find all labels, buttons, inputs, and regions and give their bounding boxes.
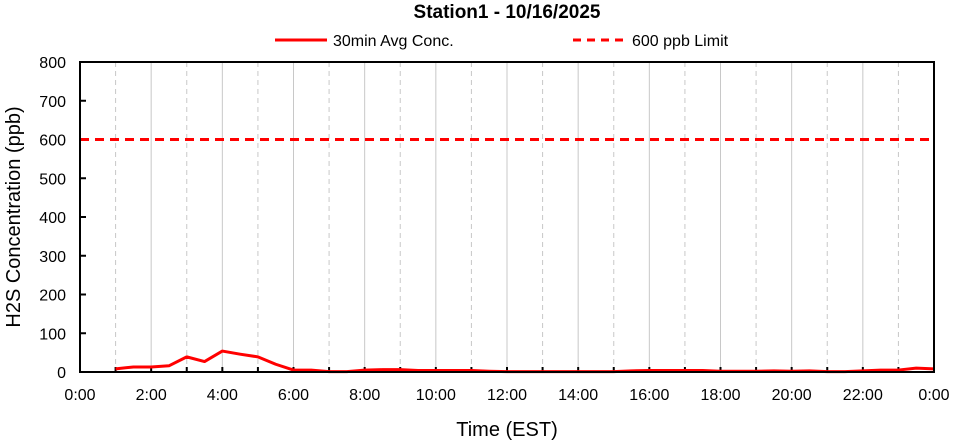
legend-label-limit: 600 ppb Limit [632,33,729,50]
x-tick-label: 18:00 [700,387,740,404]
y-tick-label: 700 [39,94,66,111]
y-axis-label: H2S Concentration (ppb) [3,106,25,327]
x-tick-label: 2:00 [136,387,167,404]
axis-ticks: 0:00 2:00 4:00 6:00 8:00 10:00 12:00 14:00 16:00… [39,55,949,404]
y-tick-label: 600 [39,133,66,150]
y-tick-label: 300 [39,249,66,266]
x-axis-label: Time (EST) [456,419,557,440]
x-tick-label: 0:00 [64,387,95,404]
gridlines [115,62,899,372]
x-tick-label: 20:00 [772,387,812,404]
y-tick-label: 400 [39,210,66,227]
y-tick-label: 800 [39,55,66,72]
x-tick-label: 6:00 [278,387,309,404]
x-tick-label: 4:00 [207,387,238,404]
x-tick-label: 8:00 [349,387,380,404]
x-tick-label: 14:00 [558,387,598,404]
x-tick-label: 22:00 [843,387,883,404]
y-tick-label: 500 [39,171,66,188]
plot-frame [79,61,935,373]
chart-title: Station1 - 10/16/2025 [414,2,601,23]
y-tick-label: 100 [39,326,66,343]
x-tick-label: 12:00 [487,387,527,404]
y-tick-label: 0 [57,365,66,382]
legend: 30min Avg Conc. 600 ppb Limit [275,33,729,50]
y-tick-label: 200 [39,288,66,305]
series-line-conc [115,349,935,374]
x-tick-label: 0:00 [918,387,949,404]
legend-label-conc: 30min Avg Conc. [333,33,454,50]
x-tick-label: 16:00 [629,387,669,404]
x-tick-label: 10:00 [416,387,456,404]
